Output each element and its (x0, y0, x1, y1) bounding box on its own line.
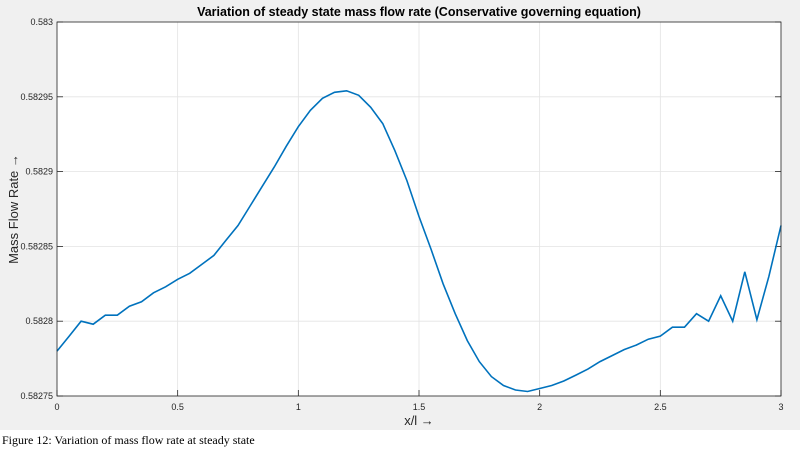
figure-caption: Figure 12: Variation of mass flow rate a… (2, 433, 255, 447)
x-tick-label: 3 (778, 402, 783, 412)
x-tick-label: 0 (54, 402, 59, 412)
x-tick-label: 2.5 (654, 402, 667, 412)
y-tick-label: 0.58275 (20, 391, 53, 401)
x-tick-label: 2 (537, 402, 542, 412)
chart-title: Variation of steady state mass flow rate… (197, 5, 641, 19)
x-tick-label: 0.5 (171, 402, 184, 412)
y-tick-label: 0.583 (30, 17, 53, 27)
series-line (56, 89, 782, 393)
line-chart: 0 0.5 1 1.5 2 2.5 3 0.58275 0.5828 0.58285 0.5829 0… (6, 5, 784, 428)
axes-box (56, 21, 782, 397)
x-tick-label: 1 (296, 402, 301, 412)
x-axis-label: x/l → (404, 413, 434, 428)
y-tick-label: 0.5828 (25, 316, 53, 326)
figure: 0 0.5 1 1.5 2 2.5 3 0.58275 0.5828 0.58285 0.5829 0… (0, 0, 800, 430)
y-tick-label: 0.58285 (20, 241, 53, 251)
x-tick-label: 1.5 (413, 402, 426, 412)
y-tick-label: 0.58295 (20, 92, 53, 102)
y-tick-label: 0.5829 (25, 167, 53, 177)
y-axis-label: Mass Flow Rate → (6, 154, 21, 264)
